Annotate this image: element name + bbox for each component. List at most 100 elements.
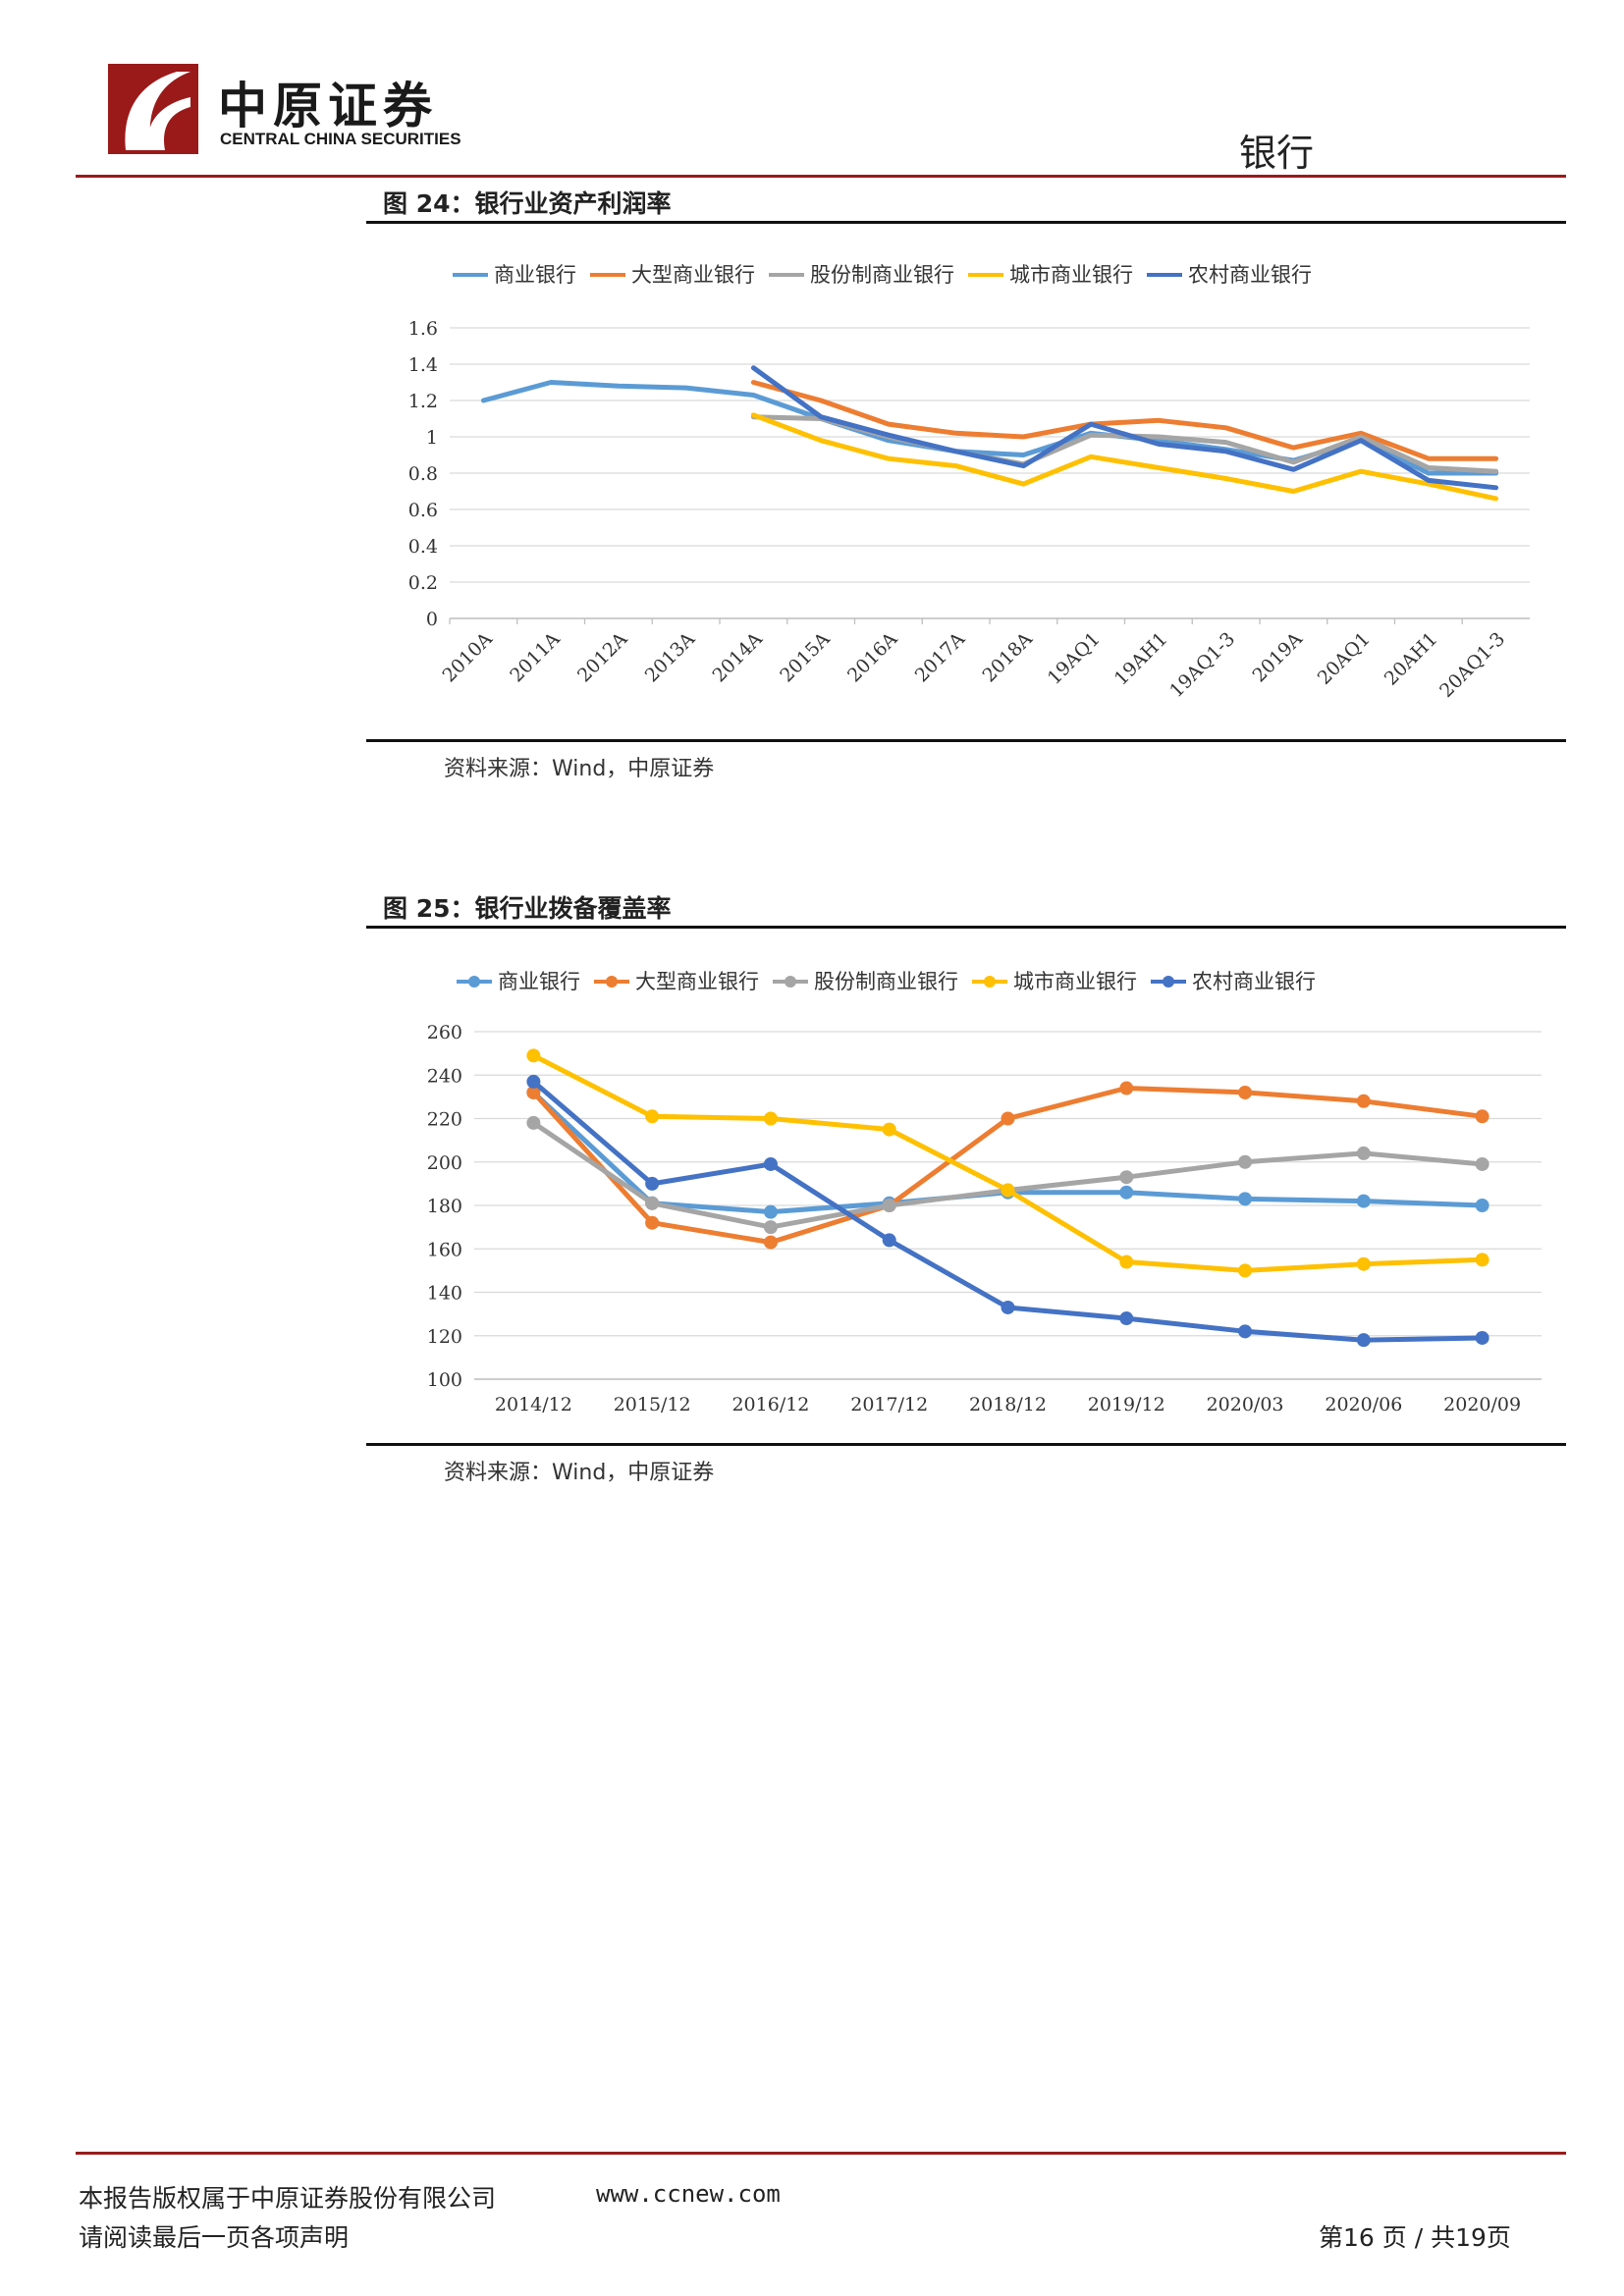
y-tick-label: 0.2 xyxy=(408,572,438,594)
data-point xyxy=(526,1085,541,1099)
series-line xyxy=(530,1086,1486,1246)
y-tick-label: 100 xyxy=(427,1369,462,1391)
y-tick-label: 0 xyxy=(426,609,438,630)
y-tick-label: 1.4 xyxy=(408,354,438,376)
legend-label: 农村商业银行 xyxy=(1188,263,1312,287)
figure-25-top-rule xyxy=(366,926,1566,929)
data-point xyxy=(1119,1255,1134,1269)
data-point xyxy=(1001,1111,1015,1126)
legend-marker xyxy=(468,976,480,988)
data-point xyxy=(1356,1194,1371,1208)
series-line xyxy=(750,380,1499,461)
y-tick-label: 1.6 xyxy=(408,318,438,340)
legend-marker xyxy=(984,976,996,988)
footer-copyright: 本报告版权属于中原证券股份有限公司 xyxy=(79,2184,497,2213)
legend-label: 城市商业银行 xyxy=(1009,263,1133,287)
y-tick-label: 140 xyxy=(427,1283,462,1305)
legend-marker xyxy=(606,976,618,988)
legend-label: 大型商业银行 xyxy=(635,970,759,993)
data-point xyxy=(763,1235,778,1250)
data-point xyxy=(1238,1324,1253,1339)
data-point xyxy=(763,1220,778,1235)
data-point xyxy=(882,1233,896,1248)
x-tick-label: 2018A xyxy=(978,628,1037,687)
data-point xyxy=(1238,1085,1253,1099)
footer-url[interactable]: www.ccnew.com xyxy=(596,2180,781,2208)
figure-25-bottom-rule xyxy=(366,1443,1566,1446)
series-line xyxy=(750,365,1499,491)
data-point xyxy=(1001,1183,1015,1198)
legend-label: 商业银行 xyxy=(494,263,576,287)
data-point xyxy=(1356,1333,1371,1348)
header-divider xyxy=(76,175,1566,178)
data-point xyxy=(882,1122,896,1137)
section-title: 银行 xyxy=(1239,132,1315,175)
logo-icon xyxy=(108,64,198,154)
data-point xyxy=(1475,1199,1489,1212)
series-line xyxy=(530,1120,1486,1230)
legend-marker xyxy=(1163,976,1174,988)
data-point xyxy=(763,1204,778,1219)
data-point xyxy=(645,1215,660,1230)
data-point xyxy=(1475,1109,1489,1124)
x-tick-label: 2020/03 xyxy=(1207,1394,1284,1415)
data-point xyxy=(1238,1192,1253,1206)
data-point xyxy=(645,1176,660,1191)
x-tick-label: 20AH1 xyxy=(1380,628,1442,690)
data-point xyxy=(1119,1170,1134,1185)
x-tick-label: 19AH1 xyxy=(1110,628,1172,690)
x-tick-label: 2014/12 xyxy=(495,1394,572,1415)
data-point xyxy=(1475,1253,1489,1267)
y-tick-label: 120 xyxy=(427,1326,462,1348)
x-tick-label: 2020/06 xyxy=(1325,1394,1402,1415)
logo-chinese-name: 中原证券 xyxy=(218,78,438,134)
data-point xyxy=(1238,1263,1253,1278)
logo-english-name: CENTRAL CHINA SECURITIES xyxy=(220,130,461,148)
x-tick-label: 19AQ1 xyxy=(1044,628,1105,689)
legend-label: 商业银行 xyxy=(498,970,580,993)
data-point xyxy=(645,1196,660,1210)
data-point xyxy=(1475,1156,1489,1171)
series-line xyxy=(530,1052,1486,1273)
data-point xyxy=(763,1156,778,1171)
legend-item: 城市商业银行 xyxy=(972,970,1137,993)
y-tick-label: 220 xyxy=(427,1109,462,1131)
figure-24-title: 图 24：银行业资产利润率 xyxy=(383,189,672,218)
data-point xyxy=(1238,1154,1253,1169)
legend-item: 大型商业银行 xyxy=(590,263,755,287)
data-point xyxy=(763,1111,778,1126)
legend-item: 城市商业银行 xyxy=(968,263,1133,287)
x-tick-label: 2011A xyxy=(506,628,565,687)
x-tick-label: 2013A xyxy=(641,628,700,687)
x-tick-label: 20AQ1-3 xyxy=(1435,628,1509,702)
legend-label: 股份制商业银行 xyxy=(810,263,954,287)
x-tick-label: 20AQ1 xyxy=(1314,628,1375,689)
legend-label: 农村商业银行 xyxy=(1192,970,1316,993)
legend-item: 股份制商业银行 xyxy=(773,970,958,993)
y-tick-label: 260 xyxy=(427,1022,462,1043)
figure-24-top-rule xyxy=(366,221,1566,224)
x-tick-label: 2019/12 xyxy=(1088,1394,1165,1415)
y-tick-label: 160 xyxy=(427,1239,462,1260)
data-point xyxy=(1001,1300,1015,1314)
legend-item: 农村商业银行 xyxy=(1151,970,1316,993)
footer-disclaimer: 请阅读最后一页各项声明 xyxy=(79,2223,350,2252)
data-point xyxy=(1356,1256,1371,1271)
legend-label: 城市商业银行 xyxy=(1013,970,1137,993)
x-tick-label: 2016A xyxy=(843,628,902,687)
figure-25-source: 资料来源：Wind，中原证券 xyxy=(444,1461,715,1485)
y-tick-label: 200 xyxy=(427,1152,462,1174)
x-tick-label: 2020/09 xyxy=(1443,1394,1521,1415)
data-point xyxy=(1475,1330,1489,1345)
data-point xyxy=(1119,1081,1134,1095)
legend-marker xyxy=(785,976,796,988)
chart-provision-coverage: 商业银行 大型商业银行 股份制商业银行 城市商业银行 农村商业银行 100 120 140 16… xyxy=(427,970,1542,1415)
y-tick-label: 0.6 xyxy=(408,500,438,521)
figure-24-source: 资料来源：Wind，中原证券 xyxy=(444,757,715,781)
x-tick-label: 2017/12 xyxy=(850,1394,928,1415)
figure-25-title: 图 25：银行业拨备覆盖率 xyxy=(383,894,672,923)
legend-item: 农村商业银行 xyxy=(1147,263,1312,287)
y-tick-label: 0.4 xyxy=(408,536,438,558)
y-tick-label: 1.2 xyxy=(408,391,438,412)
x-tick-label: 2015A xyxy=(776,628,835,687)
